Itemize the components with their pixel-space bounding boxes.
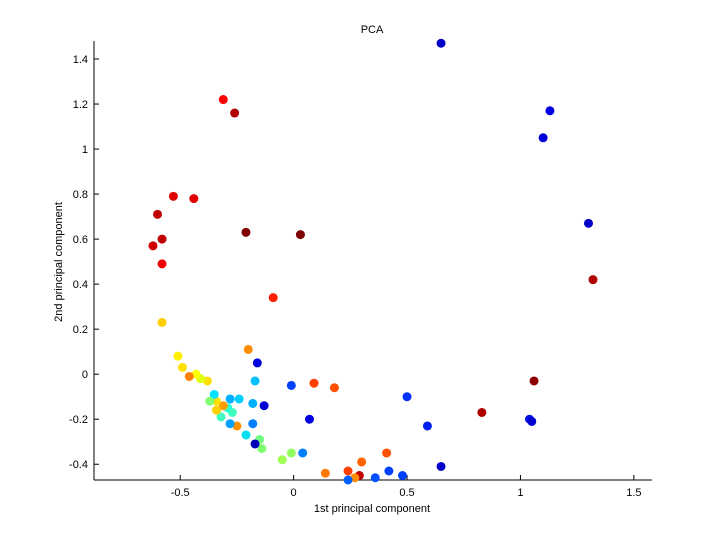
scatter-point — [202, 376, 212, 386]
scatter-point — [320, 468, 330, 478]
scatter-point — [225, 419, 235, 429]
x-tick-label: 0 — [291, 487, 297, 499]
y-tick-label: 0.6 — [73, 234, 88, 246]
scatter-point — [209, 389, 219, 399]
scatter-point — [252, 358, 262, 368]
y-tick-label: 1 — [82, 144, 88, 156]
scatter-point — [329, 383, 339, 393]
y-tick-label: -0.4 — [69, 459, 88, 471]
scatter-point — [304, 414, 314, 424]
scatter-point — [218, 95, 228, 105]
scatter-point — [241, 227, 251, 237]
scatter-point — [538, 133, 548, 143]
scatter-point — [286, 380, 296, 390]
scatter-point — [343, 475, 353, 485]
plot-axes — [93, 41, 652, 481]
scatter-point — [477, 407, 487, 417]
x-tick-label: -0.5 — [171, 487, 190, 499]
scatter-point — [216, 412, 226, 422]
y-tick-label: -0.2 — [69, 414, 88, 426]
scatter-point — [211, 405, 221, 415]
scatter-point — [436, 38, 446, 48]
scatter-point — [225, 394, 235, 404]
x-tick-label: 0.5 — [399, 487, 414, 499]
scatter-point — [173, 351, 183, 361]
scatter-point — [243, 344, 253, 354]
scatter-point — [295, 230, 305, 240]
scatter-point — [588, 275, 598, 285]
scatter-point — [205, 396, 215, 406]
scatter-point — [248, 398, 258, 408]
scatter-point — [350, 473, 360, 483]
scatter-point — [191, 369, 201, 379]
scatter-point — [343, 466, 353, 476]
scatter-point — [230, 108, 240, 118]
x-tick-label: 1.5 — [626, 487, 641, 499]
scatter-point — [384, 466, 394, 476]
scatter-point — [422, 421, 432, 431]
x-tick-label: 1 — [517, 487, 523, 499]
scatter-point — [184, 371, 194, 381]
scatter-point — [157, 234, 167, 244]
scatter-point — [298, 448, 308, 458]
chart-title: PCA — [361, 24, 384, 36]
scatter-point — [436, 461, 446, 471]
scatter-point — [250, 376, 260, 386]
scatter-point — [157, 317, 167, 327]
y-axis-label: 2nd principal component — [53, 202, 65, 322]
scatter-point — [357, 457, 367, 467]
scatter-point — [382, 448, 392, 458]
y-tick-label: 0 — [82, 369, 88, 381]
scatter-point — [232, 421, 242, 431]
scatter-point — [168, 191, 178, 201]
y-tick-label: 0.8 — [73, 189, 88, 201]
scatter-point — [257, 443, 267, 453]
scatter-point — [148, 241, 158, 251]
scatter-point — [157, 259, 167, 269]
scatter-point — [250, 439, 260, 449]
tick-marks — [94, 58, 635, 480]
y-tick-label: 0.4 — [73, 279, 88, 291]
scatter-point — [370, 473, 380, 483]
scatter-point — [177, 362, 187, 372]
data-points — [148, 38, 598, 485]
scatter-point — [211, 396, 221, 406]
scatter-point — [259, 401, 269, 411]
scatter-point — [234, 394, 244, 404]
scatter-point — [241, 430, 251, 440]
scatter-point — [397, 470, 407, 480]
scatter-point — [545, 106, 555, 116]
scatter-point — [286, 448, 296, 458]
y-tick-label: 0.2 — [73, 324, 88, 336]
scatter-point — [309, 378, 319, 388]
tick-labels: -0.5 0 0.5 1 1.5 -0.4 -0.2 0 0.2 0.4 0.6 0.8 1 1.2 1.4 — [69, 54, 641, 499]
y-tick-label: 1.4 — [73, 54, 88, 66]
y-tick-label: 1.2 — [73, 99, 88, 111]
scatter-point — [218, 401, 228, 411]
scatter-point — [277, 455, 287, 465]
scatter-point — [529, 376, 539, 386]
scatter-point — [527, 416, 537, 426]
x-axis-label: 1st principal component — [314, 503, 430, 515]
scatter-point — [189, 194, 199, 204]
scatter-point — [583, 218, 593, 228]
scatter-point — [153, 209, 163, 219]
scatter-point — [402, 392, 412, 402]
scatter-point — [248, 419, 258, 429]
scatter-point — [268, 293, 278, 303]
